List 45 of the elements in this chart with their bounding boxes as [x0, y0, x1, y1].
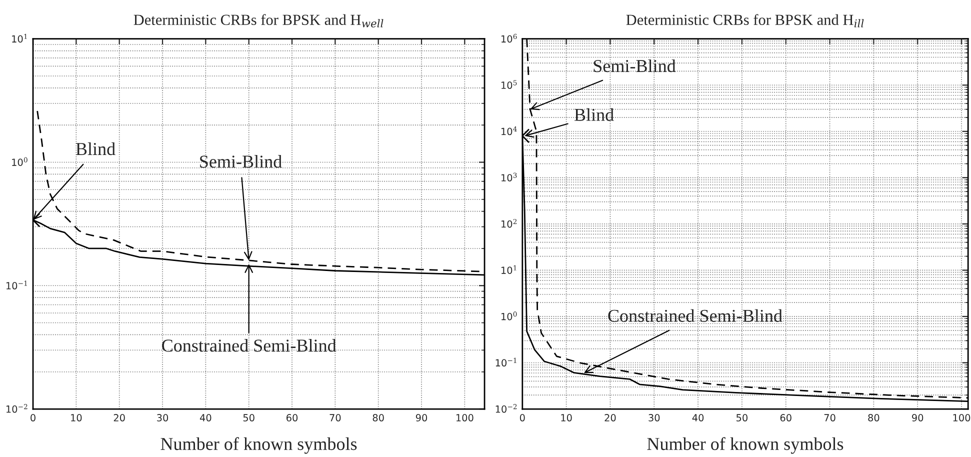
y-tick-label: 10$^{6}$ — [501, 34, 517, 43]
x-tick-label: 10 — [561, 414, 572, 422]
annotation: Semi-Blind — [594, 59, 676, 72]
x-tick-label: 90 — [416, 414, 428, 422]
x-tick-label: 10 — [71, 414, 82, 422]
x-axis-title: Number of known symbols — [647, 437, 844, 454]
y-tick-label: 10$^{2}$ — [501, 218, 517, 228]
y-tick-label: 10$^{3}$ — [501, 172, 517, 182]
y-tick-label: 10$^{4}$ — [501, 126, 517, 136]
y-tick-label: 10$^{−1}$ — [6, 280, 27, 290]
annotation: Constrained Semi-Blind — [162, 339, 336, 352]
x-tick-label: 0 — [30, 414, 36, 422]
x-tick-label: 50 — [736, 414, 748, 422]
chart-title: Deterministic CRBs for BPSK and H$_{ill}$ — [626, 14, 864, 28]
x-tick-label: 0 — [520, 414, 525, 422]
x-tick-label: 40 — [692, 414, 704, 422]
x-tick-label: 100 — [953, 414, 970, 422]
x-tick-label: 70 — [824, 414, 836, 422]
y-tick-label: 10$^{0}$ — [501, 312, 517, 320]
annotation: Blind — [574, 108, 614, 121]
annotation: Semi-Blind — [200, 155, 282, 168]
x-tick-label: 20 — [604, 414, 616, 422]
y-tick-label: 10$^{−2}$ — [6, 404, 28, 413]
annotation: Constrained Semi-Blind — [608, 309, 782, 322]
y-tick-label: 10$^{−2}$ — [496, 404, 517, 413]
y-tick-label: 10$^{1}$ — [12, 34, 27, 43]
x-tick-label: 50 — [243, 414, 254, 422]
annotation: Blind — [76, 142, 116, 156]
x-tick-label: 100 — [456, 414, 474, 422]
y-tick-label: 10$^{1}$ — [501, 265, 516, 274]
x-tick-label: 30 — [157, 414, 168, 422]
y-tick-label: 10$^{−1}$ — [496, 358, 516, 367]
x-tick-label: 70 — [330, 414, 341, 422]
chart-title: Deterministic CRBs for BPSK and H$_{well}$ — [134, 14, 384, 28]
x-tick-label: 60 — [286, 414, 298, 422]
x-tick-label: 80 — [372, 414, 384, 422]
y-tick-label: 10$^{5}$ — [501, 80, 517, 89]
x-tick-label: 40 — [200, 414, 212, 422]
x-tick-label: 20 — [114, 414, 125, 422]
x-tick-label: 90 — [912, 414, 924, 422]
x-axis-title: Number of known symbols — [160, 437, 357, 454]
x-tick-label: 30 — [648, 414, 660, 422]
x-tick-label: 60 — [780, 414, 792, 422]
y-tick-label: 10$^{0}$ — [12, 157, 28, 166]
x-tick-label: 80 — [868, 414, 880, 422]
